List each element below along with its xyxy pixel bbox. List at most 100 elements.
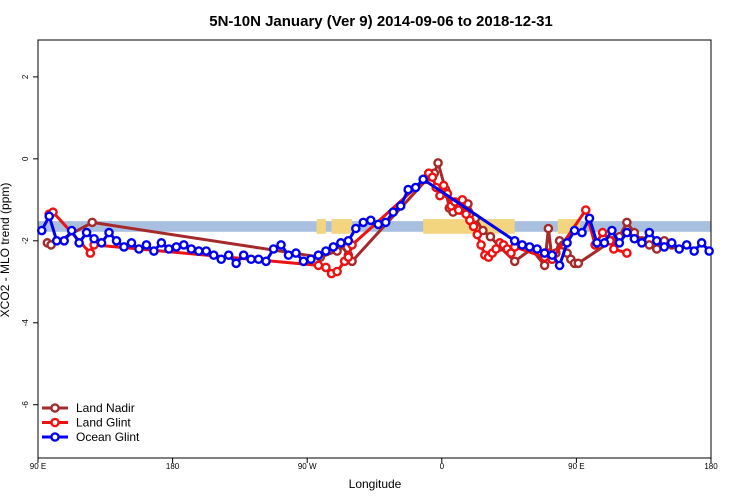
- land-glint-point: [321, 262, 331, 273]
- ocean-glint-point: [96, 238, 107, 248]
- x-tick-label: 90 E: [568, 462, 584, 471]
- land-glint-point: [438, 180, 449, 191]
- ocean-glint-point: [119, 242, 129, 252]
- land-glint-point: [85, 248, 96, 258]
- x-tick-label: 180: [166, 462, 180, 471]
- ocean-glint-point: [238, 250, 249, 260]
- ocean-glint-point: [343, 236, 354, 246]
- ocean-glint-point: [216, 254, 227, 265]
- ocean-glint-point: [208, 250, 219, 260]
- ocean-glint-point: [659, 242, 670, 252]
- ocean-glint-point: [674, 244, 685, 254]
- ocean-glint-point: [622, 227, 632, 238]
- ocean-glint-point: [704, 246, 714, 256]
- ocean-glint-point: [562, 238, 572, 248]
- ocean-glint-point: [306, 254, 316, 265]
- x-tick-label: 0: [440, 462, 445, 471]
- land-glint-point: [580, 205, 591, 215]
- ocean-glint-point: [547, 250, 557, 260]
- legend-label-ocean-glint: Ocean Glint: [76, 430, 140, 444]
- ocean-glint-point: [689, 246, 699, 256]
- land-glint-point: [457, 195, 468, 205]
- ocean-glint-point: [380, 217, 391, 228]
- land-glint-point: [427, 172, 438, 183]
- ocean-glint-point: [607, 225, 617, 236]
- ocean-glint-point: [231, 258, 241, 269]
- ocean-glint-point: [223, 250, 234, 260]
- ocean-glint-point: [36, 225, 47, 236]
- land-nadir-point: [543, 223, 554, 234]
- legend-marker-ocean-glint: [50, 432, 60, 442]
- land-nadir-point: [573, 258, 584, 269]
- ocean-glint-point: [614, 238, 625, 248]
- ocean-glint-point: [276, 240, 286, 250]
- ocean-glint-point: [532, 244, 542, 254]
- ocean-glint-point: [328, 242, 339, 252]
- legend-marker-land-nadir: [50, 403, 60, 413]
- ocean-glint-point: [351, 223, 361, 234]
- ocean-glint-point: [336, 238, 346, 248]
- ocean-glint-point: [577, 227, 587, 238]
- land-nadir-point: [644, 240, 655, 250]
- x-tick-label: 180: [704, 462, 718, 471]
- ocean-glint-point: [388, 207, 398, 217]
- ocean-glint-point: [298, 256, 309, 267]
- ocean-glint-point: [134, 244, 144, 254]
- ocean-glint-point: [149, 246, 159, 256]
- ocean-glint-point: [156, 238, 167, 248]
- ocean-glint-point: [637, 238, 647, 248]
- ocean-glint-point: [111, 236, 122, 246]
- land-glint-point: [332, 266, 342, 277]
- ocean-glint-point: [74, 238, 84, 248]
- y-tick-label: -4: [21, 319, 30, 327]
- ocean-glint-series: [36, 174, 714, 271]
- chart-title: 5N-10N January (Ver 9) 2014-09-06 to 201…: [209, 13, 553, 30]
- ocean-glint-point: [171, 242, 182, 252]
- ocean-glint-point: [418, 174, 428, 185]
- ocean-glint-point: [517, 240, 527, 250]
- land-glint-point: [597, 227, 608, 238]
- ocean-glint-point: [696, 238, 707, 248]
- land-glint-point: [343, 252, 354, 262]
- legend-marker-land-glint: [50, 417, 60, 428]
- ocean-glint-point: [186, 244, 197, 254]
- legend-label-land-glint: Land Glint: [76, 416, 131, 430]
- ocean-glint-point: [584, 213, 595, 224]
- y-tick-label: -6: [21, 401, 30, 409]
- y-axis-label: XCO2 - MLO trend (ppm): [0, 183, 12, 318]
- ocean-glint-point: [321, 246, 331, 256]
- ocean-glint-point: [509, 236, 520, 246]
- ocean-glint-point: [89, 233, 99, 244]
- y-tick-label: 0: [21, 156, 30, 161]
- x-tick-label: 90 W: [298, 462, 317, 471]
- ocean-glint-point: [268, 244, 279, 254]
- ocean-glint-point: [193, 246, 204, 256]
- ocean-glint-point: [410, 182, 421, 193]
- legend-label-land-nadir: Land Nadir: [76, 401, 135, 415]
- ocean-glint-point: [629, 233, 640, 244]
- ocean-glint-point: [666, 238, 677, 248]
- y-tick-label: -2: [21, 237, 30, 245]
- ocean-glint-point: [644, 227, 655, 238]
- ocean-glint-point: [51, 236, 62, 246]
- ocean-glint-point: [373, 219, 384, 230]
- ocean-glint-point: [395, 201, 406, 211]
- ocean-glint-point: [126, 238, 137, 248]
- land-glint-point: [476, 240, 486, 250]
- land-nadir-point: [539, 260, 550, 271]
- land-shading: [331, 219, 353, 234]
- x-tick-label: 90 E: [30, 462, 46, 471]
- land-nadir-point: [622, 217, 632, 228]
- ocean-glint-point: [246, 254, 256, 265]
- land-glint-point: [472, 229, 483, 240]
- ocean-glint-point: [283, 250, 294, 260]
- ocean-glint-point: [313, 250, 324, 260]
- land-nadir-point: [87, 217, 98, 228]
- ocean-glint-point: [569, 225, 580, 236]
- ocean-glint-point: [104, 227, 114, 238]
- ocean-glint-point: [681, 240, 692, 250]
- ocean-glint-point: [164, 244, 174, 254]
- land-glint-point: [622, 248, 632, 258]
- ocean-glint-point: [44, 211, 55, 222]
